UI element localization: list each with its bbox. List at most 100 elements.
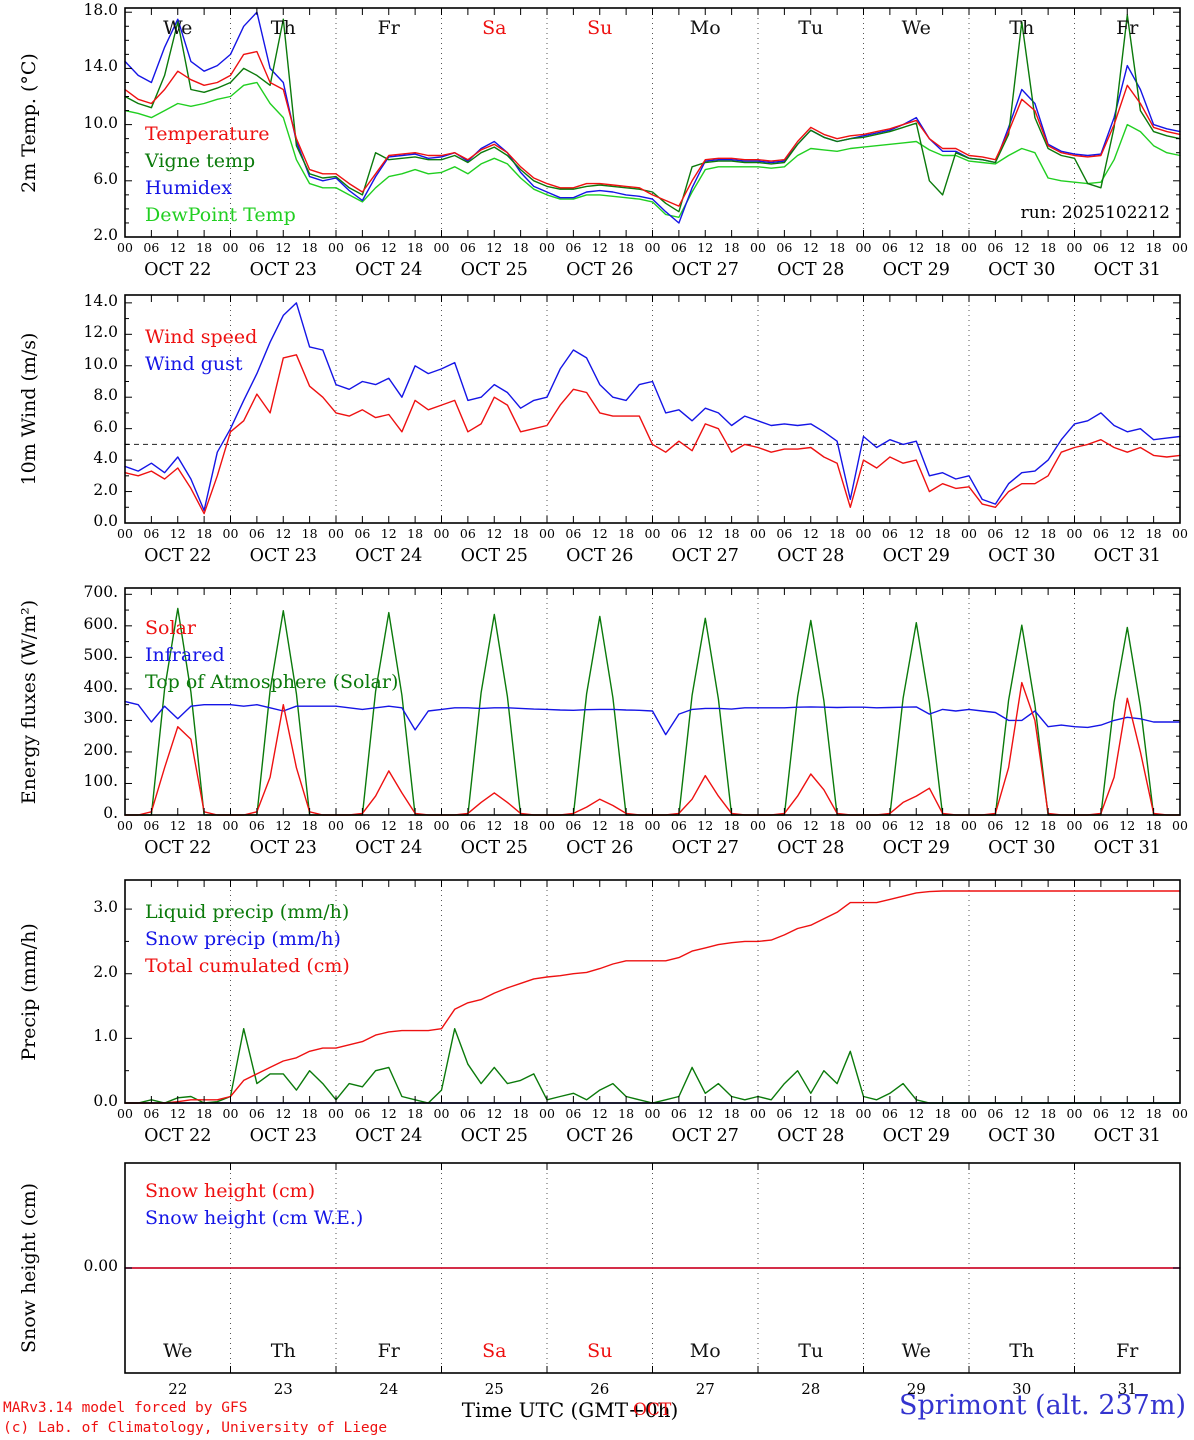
hour-tick-label: 06 <box>776 240 793 255</box>
hour-tick-label: 00 <box>539 240 555 255</box>
hour-tick-label: 00 <box>539 1106 555 1121</box>
hour-tick-label: 00 <box>539 526 555 541</box>
hour-tick-label: 12 <box>802 240 819 255</box>
date-label: OCT 22 <box>144 546 212 566</box>
day-name-label: Fr <box>377 1340 400 1362</box>
hour-tick-label: 18 <box>829 240 846 255</box>
hour-tick-label: 06 <box>248 1106 265 1121</box>
y-tick-label: 8.0 <box>93 386 118 405</box>
date-label: OCT 25 <box>460 260 528 280</box>
temperature-line <box>124 50 1181 207</box>
hour-tick-label: 12 <box>697 526 714 541</box>
day-name-label: Th <box>1009 17 1035 39</box>
hour-tick-label: 18 <box>1040 526 1057 541</box>
hour-tick-label: 00 <box>1172 240 1188 255</box>
dewpoint-temp-line <box>124 81 1181 219</box>
day-name-label: Th <box>1009 1340 1035 1362</box>
hour-tick-label: 12 <box>1013 526 1030 541</box>
hour-tick-label: 00 <box>433 240 450 255</box>
hour-tick-label: 06 <box>565 818 582 833</box>
hour-tick-label: 12 <box>591 526 608 541</box>
y-tick-label: 2.0 <box>93 226 118 244</box>
date-label: OCT 29 <box>882 546 950 566</box>
date-label: OCT 23 <box>249 838 317 858</box>
date-label: OCT 27 <box>671 1126 739 1146</box>
hour-tick-label: 12 <box>169 526 186 541</box>
wind-speed-line <box>124 354 1181 515</box>
hour-tick-label: 18 <box>196 818 213 833</box>
day-name-label: We <box>901 1340 931 1362</box>
legend-liquid-precip-mm-h: Liquid precip (mm/h) <box>145 901 350 923</box>
hour-tick-label: 18 <box>196 1106 213 1121</box>
date-number-label: 28 <box>801 1380 821 1398</box>
date-label: OCT 22 <box>144 260 212 280</box>
hour-tick-label: 06 <box>881 818 898 833</box>
day-name-label: Sa <box>482 1340 507 1362</box>
hour-tick-label: 12 <box>380 818 397 833</box>
date-label: OCT 28 <box>777 260 845 280</box>
hour-tick-label: 00 <box>433 526 450 541</box>
date-label: OCT 26 <box>566 546 634 566</box>
day-name-label: Fr <box>377 17 400 39</box>
y-tick-label: 2.0 <box>93 962 118 981</box>
hour-tick-label: 12 <box>1013 818 1030 833</box>
hour-tick-label: 00 <box>961 526 977 541</box>
hour-tick-label: 06 <box>670 1106 687 1121</box>
hour-tick-label: 06 <box>1092 526 1109 541</box>
hour-tick-label: 06 <box>565 1106 582 1121</box>
date-number-label: 22 <box>168 1380 188 1398</box>
hour-tick-label: 06 <box>776 526 793 541</box>
hour-tick-label: 12 <box>1119 526 1136 541</box>
hour-tick-label: 18 <box>723 818 740 833</box>
hour-tick-label: 00 <box>1172 526 1188 541</box>
y-tick-label: 0.0 <box>93 1092 118 1110</box>
hour-tick-label: 00 <box>117 240 133 255</box>
date-label: OCT 22 <box>144 838 212 858</box>
date-label: OCT 24 <box>355 1126 423 1146</box>
hour-tick-label: 06 <box>987 1106 1004 1121</box>
date-label: OCT 28 <box>777 1126 845 1146</box>
hour-tick-label: 06 <box>670 240 687 255</box>
hour-tick-label: 12 <box>486 240 503 255</box>
y-tick-label: 700. <box>83 583 118 602</box>
hour-tick-label: 12 <box>802 818 819 833</box>
legend-solar: Solar <box>145 617 196 639</box>
date-label: OCT 24 <box>355 546 423 566</box>
y-tick-label: 18.0 <box>83 1 118 20</box>
date-number-label: 26 <box>590 1380 610 1398</box>
day-name-label: Su <box>587 17 613 39</box>
hour-tick-label: 06 <box>248 240 265 255</box>
hour-tick-label: 12 <box>275 1106 292 1121</box>
hour-tick-label: 00 <box>222 1106 239 1121</box>
legend-snow-precip-mm-h: Snow precip (mm/h) <box>145 928 341 950</box>
date-label: OCT 27 <box>671 546 739 566</box>
hour-tick-label: 00 <box>1172 1106 1188 1121</box>
y-tick-label: 6.0 <box>93 169 118 188</box>
hour-tick-label: 12 <box>1013 1106 1030 1121</box>
hour-tick-label: 00 <box>328 526 344 541</box>
hour-tick-label: 06 <box>143 526 160 541</box>
date-label: OCT 28 <box>777 546 845 566</box>
date-label: OCT 31 <box>1093 546 1161 566</box>
hour-tick-label: 12 <box>908 818 925 833</box>
date-number-label: 24 <box>379 1380 399 1398</box>
y-tick-label: 200. <box>83 740 118 759</box>
y-axis-title: Energy fluxes (W/m²) <box>18 599 41 804</box>
hour-tick-label: 06 <box>1092 240 1109 255</box>
hour-tick-label: 18 <box>934 818 951 833</box>
hour-tick-label: 06 <box>354 818 371 833</box>
y-axis-title: 10m Wind (m/s) <box>18 332 41 486</box>
hour-tick-label: 00 <box>1066 526 1083 541</box>
hour-tick-label: 18 <box>1040 818 1057 833</box>
hour-tick-label: 00 <box>222 526 239 541</box>
hour-tick-label: 06 <box>881 240 898 255</box>
date-label: OCT 24 <box>355 838 423 858</box>
hour-tick-label: 00 <box>644 818 661 833</box>
wind-gust-line <box>124 302 1181 512</box>
date-number-label: 23 <box>273 1380 293 1398</box>
hour-tick-label: 00 <box>961 240 977 255</box>
date-label: OCT 27 <box>671 838 739 858</box>
hour-tick-label: 00 <box>855 240 872 255</box>
y-tick-label: 10.0 <box>83 354 118 373</box>
